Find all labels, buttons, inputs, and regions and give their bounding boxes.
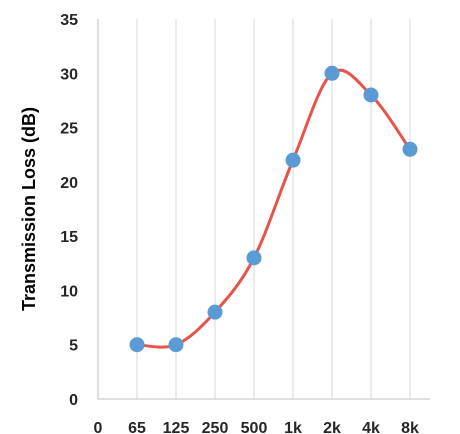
x-tick-label: 8k: [401, 420, 419, 434]
y-tick-label: 25: [60, 121, 78, 138]
data-point-marker: [285, 152, 301, 168]
plot-area-background: [98, 19, 430, 399]
y-tick-label: 10: [60, 283, 78, 300]
series-layer: [129, 65, 418, 353]
x-tick-label: 125: [163, 420, 190, 434]
gridlines: [97, 19, 411, 399]
data-point-marker: [402, 141, 418, 157]
data-point-marker: [129, 337, 145, 353]
x-tick-label: 65: [128, 420, 146, 434]
axes: [97, 19, 430, 400]
x-tick-label: 4k: [362, 420, 380, 434]
data-point-marker: [246, 250, 262, 266]
data-point-marker: [168, 337, 184, 353]
x-tick-labels: 0 65 125 250 500 1k 2k 4k 8k: [94, 420, 419, 434]
y-axis-title: Transmission Loss (dB): [19, 107, 39, 311]
y-tick-label: 20: [60, 175, 78, 192]
y-tick-label: 5: [69, 338, 78, 355]
data-point-marker: [207, 304, 223, 320]
data-point-marker: [363, 87, 379, 103]
y-tick-label: 0: [69, 392, 78, 409]
x-tick-label: 0: [94, 420, 103, 434]
x-tick-label: 250: [202, 420, 229, 434]
y-tick-label: 15: [60, 229, 78, 246]
y-tick-labels: 0 5 10 15 20 25 30 35: [60, 12, 78, 409]
x-tick-label: 1k: [284, 420, 302, 434]
y-tick-label: 30: [60, 66, 78, 83]
data-point-marker: [324, 65, 340, 81]
x-tick-label: 500: [241, 420, 268, 434]
x-tick-label: 2k: [323, 420, 341, 434]
y-tick-label: 35: [60, 12, 78, 29]
